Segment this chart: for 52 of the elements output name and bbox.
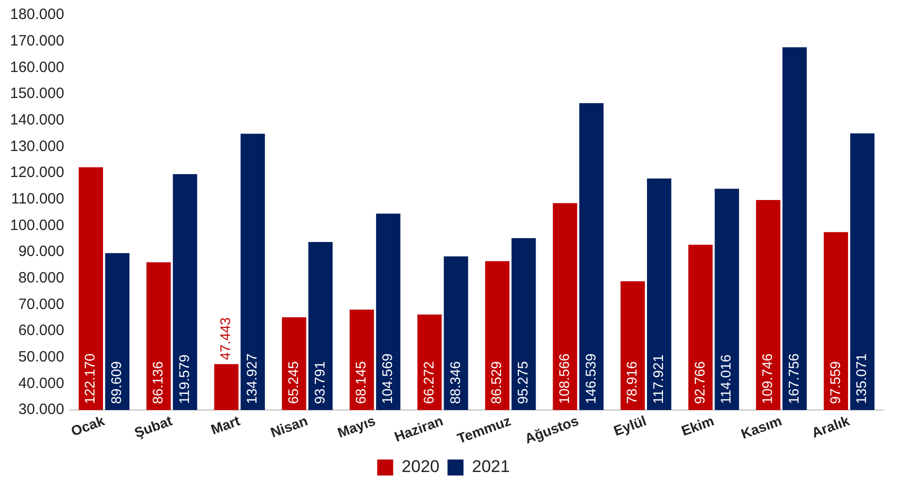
y-tick-label: 170.000 xyxy=(10,32,64,50)
y-tick-label: 130.000 xyxy=(10,138,64,155)
data-label: 95.275 xyxy=(514,361,531,404)
x-tick-label: Ocak xyxy=(68,412,107,440)
x-tick-label: Nisan xyxy=(268,412,310,440)
data-label: 122.170 xyxy=(82,353,98,404)
y-tick-label: 80.000 xyxy=(18,270,64,287)
y-tick-label: 160.000 xyxy=(10,58,64,76)
data-label: 146.539 xyxy=(582,353,598,404)
y-tick-label: 120.000 xyxy=(10,164,64,182)
data-label: 135.071 xyxy=(853,353,870,404)
data-label: 86.136 xyxy=(149,361,166,404)
data-label: 97.559 xyxy=(826,361,843,404)
data-label: 78.916 xyxy=(624,361,640,404)
legend-label: 2020 xyxy=(402,457,440,476)
data-label: 119.579 xyxy=(176,354,192,404)
data-label: 134.927 xyxy=(244,353,260,404)
data-label: 92.766 xyxy=(691,361,708,404)
x-tick-label: Şubat xyxy=(132,412,174,441)
data-label: 109.746 xyxy=(759,353,776,404)
x-tick-label: Eylül xyxy=(611,412,648,439)
y-tick-label: 150.000 xyxy=(10,85,64,102)
y-tick-label: 40.000 xyxy=(18,374,64,392)
data-label: 86.529 xyxy=(488,361,504,404)
x-tick-label: Mayıs xyxy=(335,412,378,441)
y-tick-label: 100.000 xyxy=(10,216,64,234)
data-label: 104.569 xyxy=(379,353,396,404)
data-label: 65.245 xyxy=(284,361,301,404)
x-tick-label: Mart xyxy=(208,412,242,438)
data-label: 47.443 xyxy=(217,317,234,360)
data-label: 89.609 xyxy=(108,361,124,404)
x-tick-label: Ekim xyxy=(679,412,716,439)
y-tick-label: 110.000 xyxy=(11,190,64,208)
y-tick-label: 30.000 xyxy=(18,401,64,418)
y-tick-label: 90.000 xyxy=(18,243,64,260)
data-label: 167.756 xyxy=(785,353,802,404)
data-label: 114.016 xyxy=(718,354,734,404)
data-label: 88.346 xyxy=(446,361,463,404)
data-label: 68.145 xyxy=(352,361,369,404)
y-tick-label: 140.000 xyxy=(10,111,64,128)
x-tick-label: Kasım xyxy=(738,412,784,442)
y-tick-label: 180.000 xyxy=(10,6,64,24)
x-tick-label: Haziran xyxy=(392,412,446,445)
data-label: 66.272 xyxy=(420,361,436,404)
data-label: 108.566 xyxy=(556,353,572,404)
data-label: 93.791 xyxy=(311,361,328,404)
data-label: 117.921 xyxy=(650,354,666,404)
y-tick-label: 60.000 xyxy=(18,322,64,340)
y-tick-label: 70.000 xyxy=(18,296,64,313)
legend-label: 2021 xyxy=(472,457,510,476)
x-tick-label: Aralık xyxy=(809,412,852,441)
y-tick-label: 50.000 xyxy=(18,348,64,366)
